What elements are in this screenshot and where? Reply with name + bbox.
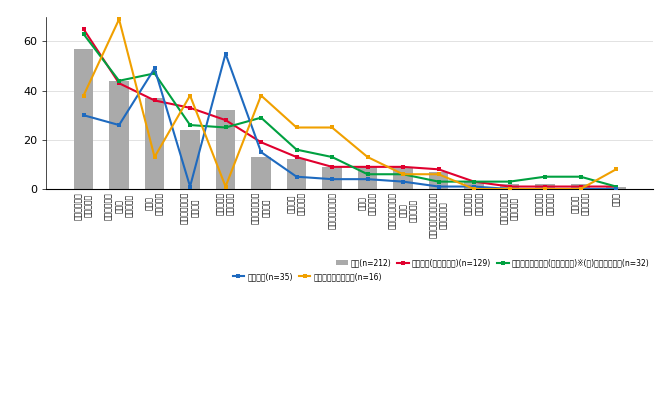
Bar [571, 184, 590, 189]
Bar [251, 157, 271, 189]
Legend: 専業主婦(n=35), 現在は働いていない(n=16): 専業主婦(n=35), 現在は働いていない(n=16) [233, 272, 382, 281]
Bar [393, 167, 412, 189]
Bar [464, 181, 484, 189]
Bar [74, 49, 93, 189]
Bar [500, 184, 519, 189]
Bar [145, 98, 164, 189]
Bar [287, 160, 306, 189]
Bar [322, 167, 342, 189]
Bar [216, 110, 236, 189]
Bar [607, 186, 626, 189]
Bar [110, 81, 129, 189]
Bar [358, 167, 378, 189]
Bar [429, 172, 448, 189]
Bar [180, 130, 200, 189]
Bar [535, 184, 555, 189]
